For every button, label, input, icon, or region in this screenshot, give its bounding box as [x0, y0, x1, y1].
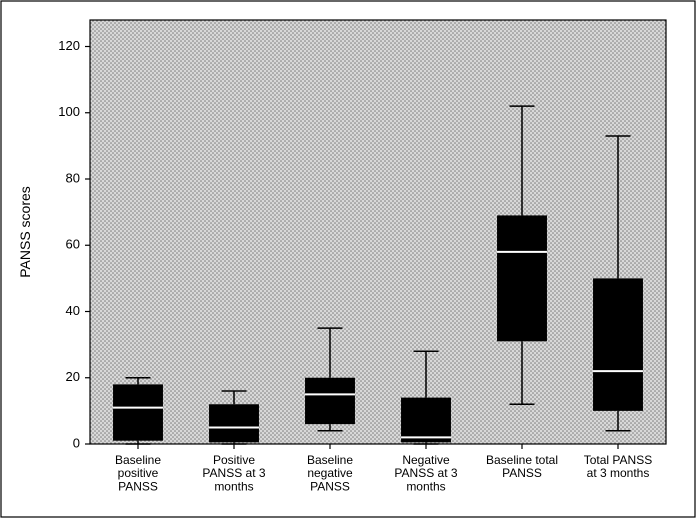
x-category-label: BaselinepositivePANSS — [115, 453, 161, 493]
plot-area — [90, 20, 666, 444]
y-tick-label: 60 — [66, 237, 80, 252]
y-tick-label: 0 — [73, 435, 80, 450]
x-category-label: Total PANSSat 3 months — [584, 453, 652, 480]
y-axis-label: PANSS scores — [17, 186, 33, 278]
boxplot — [113, 378, 163, 444]
panss-boxplot-chart: 020406080100120 BaselinepositivePANSSPos… — [0, 0, 696, 518]
y-tick-label: 80 — [66, 170, 80, 185]
x-category-label: BaselinenegativePANSS — [307, 453, 353, 493]
y-tick-label: 40 — [66, 303, 80, 318]
y-tick-label: 100 — [58, 104, 80, 119]
y-tick-label: 120 — [58, 38, 80, 53]
y-tick-label: 20 — [66, 369, 80, 384]
